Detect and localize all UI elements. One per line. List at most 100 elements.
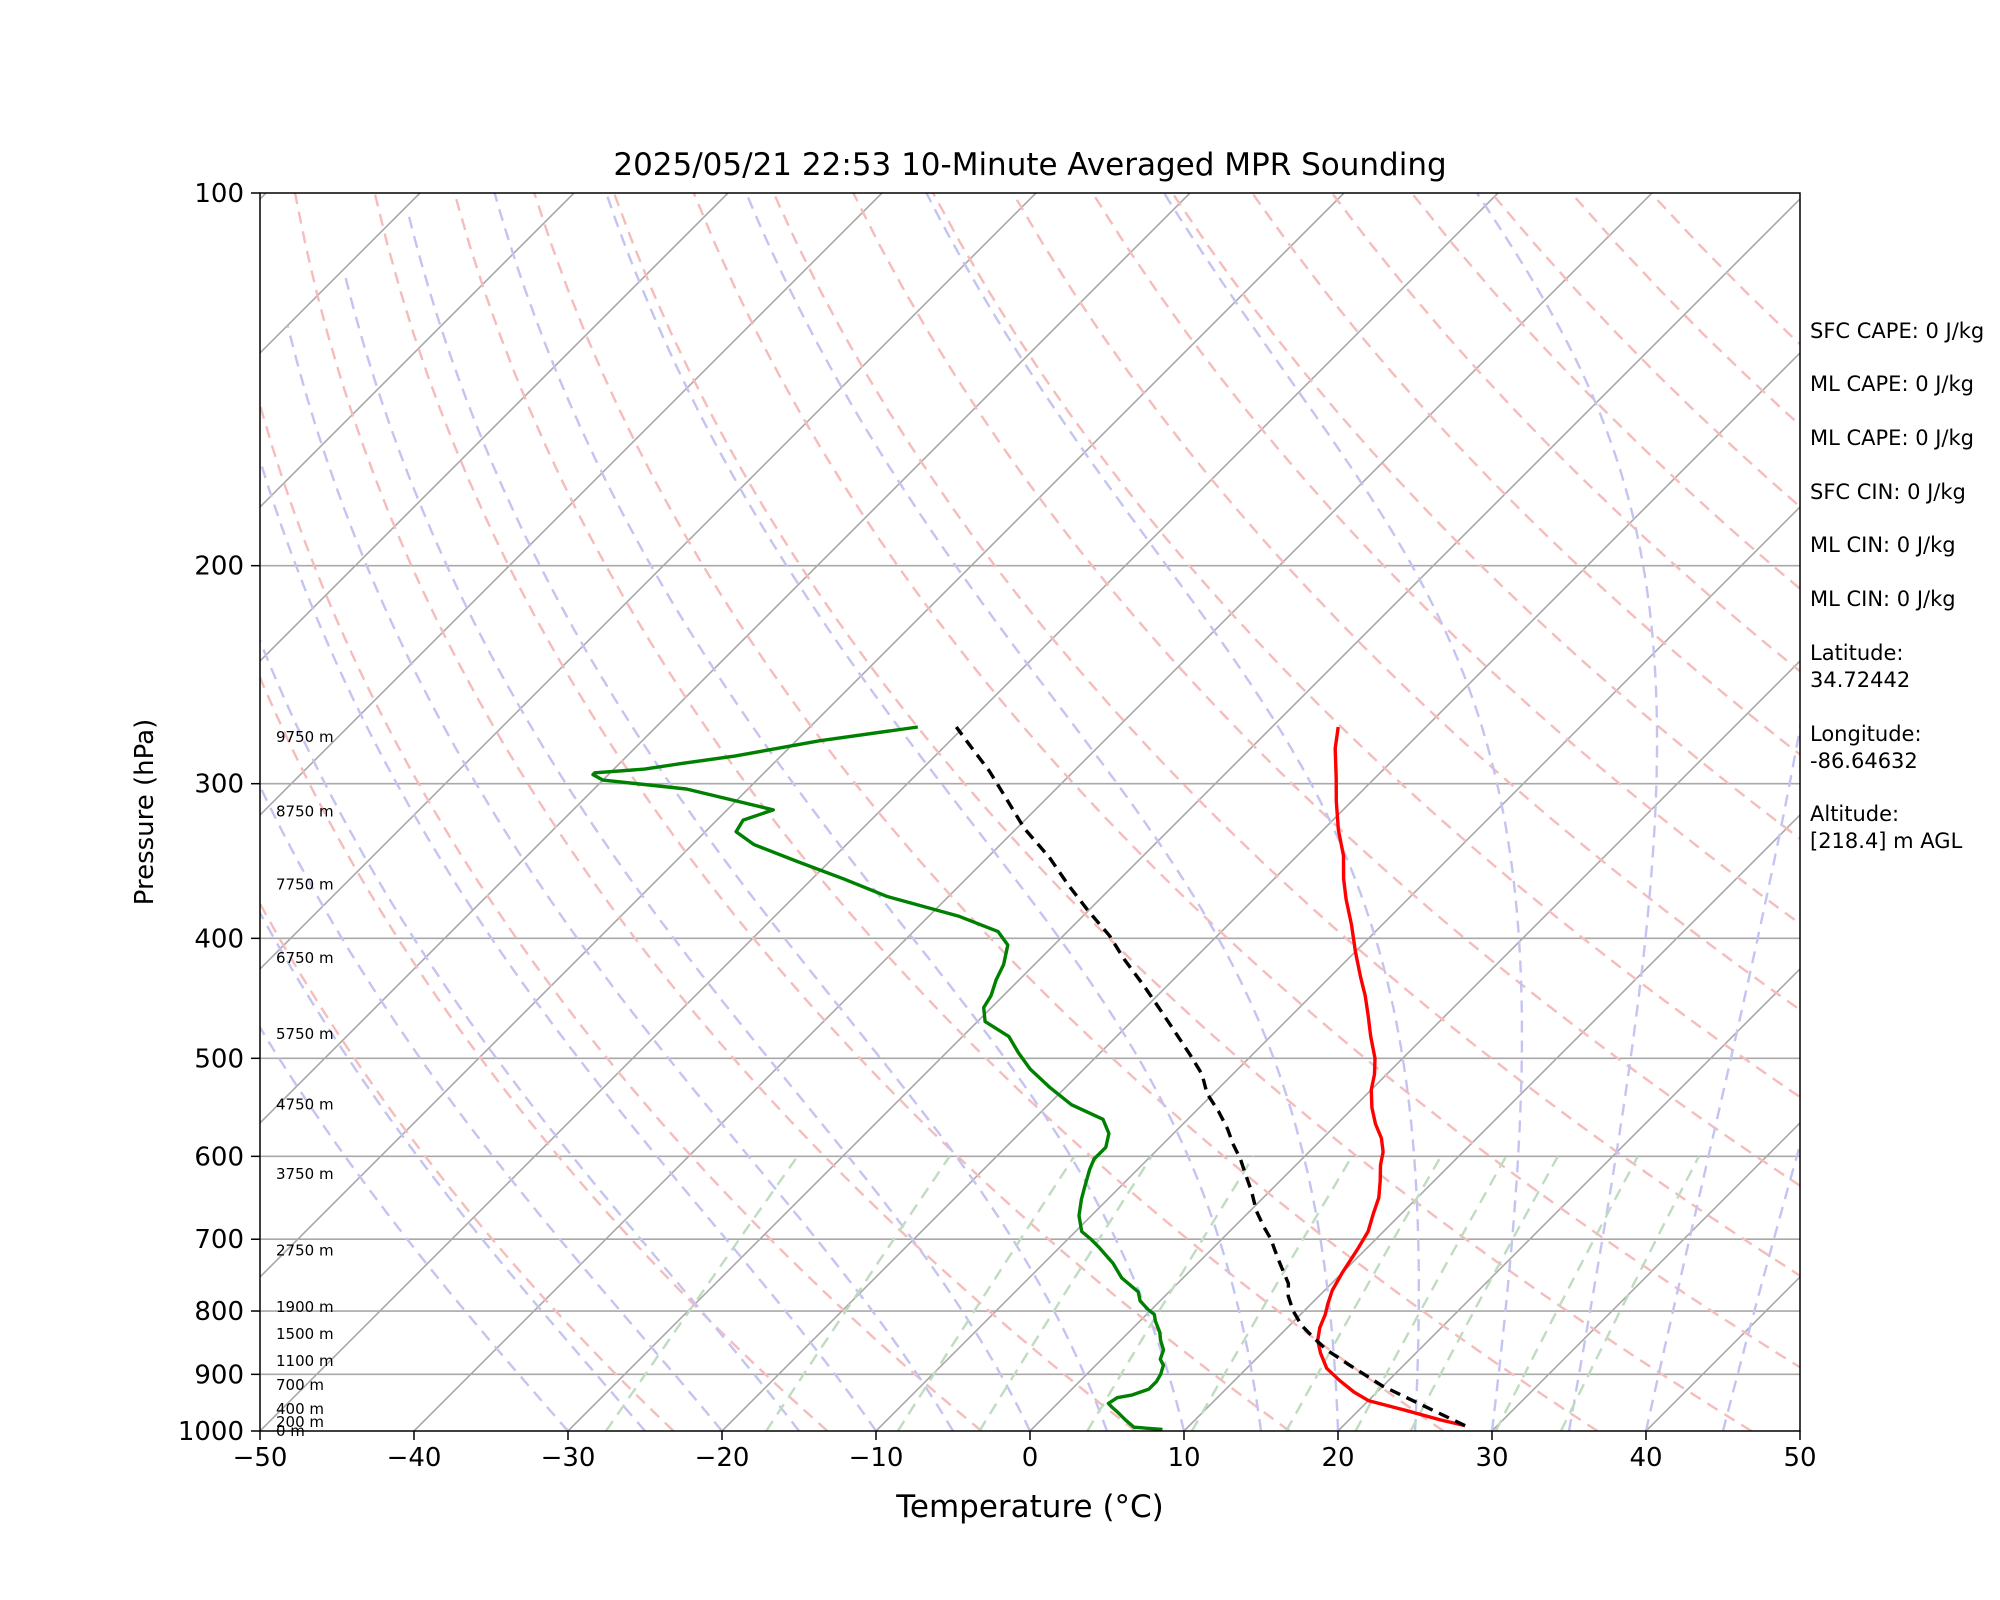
dry-adiabat-line bbox=[1011, 193, 1800, 1012]
isotherm-line bbox=[1183, 813, 1800, 1431]
y-tick-label: 100 bbox=[194, 179, 244, 209]
height-label: 1100 m bbox=[276, 1352, 334, 1370]
altitude-block: Altitude: [218.4] m AGL bbox=[1810, 801, 1962, 855]
x-tick-label: 0 bbox=[1022, 1443, 1039, 1473]
temperature-line bbox=[1315, 726, 1466, 1428]
height-label: 7750 m bbox=[276, 876, 334, 894]
dewpoint-line bbox=[591, 725, 1166, 1431]
mixing-ratio-line bbox=[978, 1155, 1153, 1431]
longitude-label: Longitude: bbox=[1810, 722, 1922, 746]
stat-ml-cin-2: ML CIN: 0 J/kg bbox=[1810, 587, 1956, 611]
y-tick-label: 500 bbox=[194, 1044, 244, 1074]
moist-adiabat-line bbox=[745, 193, 1340, 1431]
moist-adiabat-line bbox=[925, 193, 1421, 1431]
latitude-value: 34.72442 bbox=[1810, 668, 1911, 692]
height-label: 8750 m bbox=[276, 803, 334, 821]
y-tick-label: 700 bbox=[194, 1225, 244, 1255]
height-label: 6750 m bbox=[276, 949, 334, 967]
background-lines bbox=[260, 193, 1800, 1431]
mixing-ratio-line bbox=[1409, 1155, 1559, 1431]
sounding-traces bbox=[591, 725, 1466, 1431]
moist-adiabat-line bbox=[1475, 193, 1659, 1431]
altitude-value: [218.4] m AGL bbox=[1810, 829, 1963, 853]
mixing-ratio-line bbox=[1190, 1155, 1354, 1431]
dry-adiabat-line bbox=[692, 193, 1800, 1369]
height-label: 700 m bbox=[276, 1376, 324, 1394]
isotherm-line bbox=[260, 193, 1345, 1279]
moist-adiabat-line bbox=[260, 637, 800, 1431]
mixing-ratio-line bbox=[1354, 1155, 1508, 1431]
x-tick-label: 40 bbox=[1629, 1443, 1662, 1473]
dry-adiabat-line bbox=[293, 193, 1137, 1431]
latitude-label: Latitude: bbox=[1810, 641, 1904, 665]
moist-adiabat-line bbox=[605, 193, 1263, 1431]
x-tick-label: −50 bbox=[233, 1443, 288, 1473]
dry-adiabat-line bbox=[533, 193, 1599, 1431]
x-tick-label: −10 bbox=[849, 1443, 904, 1473]
y-tick-label: 300 bbox=[194, 770, 244, 800]
height-label: 0 m bbox=[276, 1422, 305, 1440]
mixing-ratio-line bbox=[765, 1155, 951, 1431]
height-label: 1500 m bbox=[276, 1325, 334, 1343]
parcel-line bbox=[954, 725, 1466, 1428]
dry-adiabat-line bbox=[260, 901, 675, 1431]
moist-adiabat-line bbox=[343, 272, 1032, 1431]
mixing-ratio-line bbox=[1285, 1155, 1442, 1431]
isotherm-line bbox=[875, 505, 1800, 1431]
y-tick-label: 400 bbox=[194, 924, 244, 954]
isotherm-line bbox=[260, 193, 575, 509]
dry-adiabat-line bbox=[1091, 193, 1800, 926]
altitude-label: Altitude: bbox=[1810, 802, 1900, 826]
moist-adiabat-line bbox=[1721, 1140, 1800, 1431]
y-axis-label: Pressure (hPa) bbox=[130, 719, 160, 906]
isotherm-line bbox=[413, 193, 1653, 1431]
y-tick-label: 600 bbox=[194, 1142, 244, 1172]
mixing-ratio-line bbox=[1559, 1155, 1700, 1431]
height-label: 9750 m bbox=[276, 728, 334, 746]
isotherm-line bbox=[1029, 659, 1800, 1431]
mixing-ratio-line bbox=[605, 1155, 799, 1431]
y-tick-label: 800 bbox=[194, 1297, 244, 1327]
stat-ml-cape: ML CAPE: 0 J/kg bbox=[1810, 372, 1975, 396]
height-label: 5750 m bbox=[276, 1025, 334, 1043]
x-tick-label: 50 bbox=[1783, 1443, 1816, 1473]
height-label: 400 m bbox=[276, 1400, 324, 1418]
moist-adiabat-line bbox=[493, 193, 1186, 1431]
height-label: 3750 m bbox=[276, 1165, 334, 1183]
dry-adiabat-line bbox=[852, 193, 1800, 1188]
y-tick-label: 200 bbox=[194, 552, 244, 582]
moist-adiabat-line bbox=[260, 456, 878, 1431]
moist-adiabat-line bbox=[260, 910, 646, 1431]
isotherm-line bbox=[1337, 967, 1800, 1431]
moist-adiabat-line bbox=[1644, 721, 1800, 1431]
y-tick-label: 900 bbox=[194, 1360, 244, 1390]
mixing-ratio-line bbox=[1086, 1155, 1255, 1431]
moist-adiabat-line bbox=[260, 783, 723, 1431]
height-label: 1900 m bbox=[276, 1298, 334, 1316]
latitude-block: Latitude: 34.72442 bbox=[1810, 640, 1910, 694]
chart-title: 2025/05/21 22:53 10-Minute Averaged MPR … bbox=[613, 147, 1446, 183]
height-label: 4750 m bbox=[276, 1096, 334, 1114]
x-tick-label: −20 bbox=[695, 1443, 750, 1473]
isotherm-line bbox=[721, 351, 1800, 1431]
mixing-ratio-line bbox=[1494, 1155, 1639, 1431]
isotherm-line bbox=[260, 193, 1191, 1125]
moist-adiabat-line bbox=[1162, 193, 1524, 1431]
x-axis-label: Temperature (°C) bbox=[895, 1489, 1164, 1525]
x-tick-label: 30 bbox=[1475, 1443, 1508, 1473]
longitude-value: -86.64632 bbox=[1810, 749, 1918, 773]
moist-adiabat-line bbox=[260, 1025, 569, 1431]
moist-adiabat-line bbox=[286, 325, 955, 1431]
stat-sfc-cape: SFC CAPE: 0 J/kg bbox=[1810, 319, 1985, 343]
isotherm-line bbox=[260, 193, 883, 817]
x-tick-label: 20 bbox=[1321, 1443, 1354, 1473]
height-label: 2750 m bbox=[276, 1242, 334, 1260]
isotherm-line bbox=[567, 197, 1800, 1431]
x-tick-label: −40 bbox=[387, 1443, 442, 1473]
y-tick-label: 1000 bbox=[178, 1417, 244, 1447]
isotherm-line bbox=[260, 193, 1037, 971]
mixing-ratio-line bbox=[896, 1155, 1076, 1431]
isotherm-line bbox=[260, 193, 729, 663]
